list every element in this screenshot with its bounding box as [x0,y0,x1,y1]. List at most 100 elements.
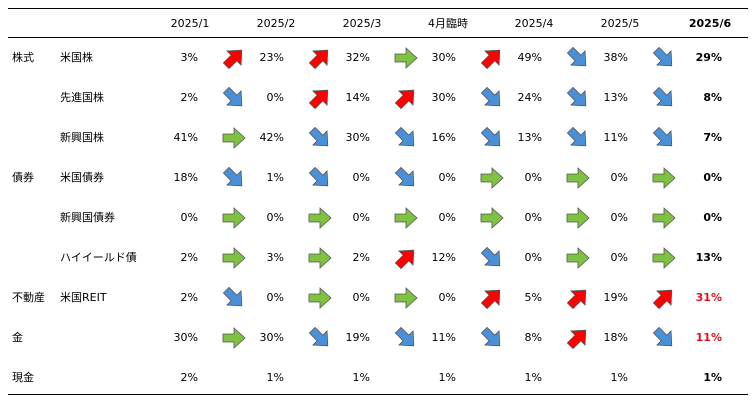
allocation-value: 0% [524,251,542,264]
trend-down-arrow-icon [478,125,506,151]
trend-up-arrow-icon [478,285,506,311]
allocation-value: 30% [173,331,198,344]
column-header-current: 2025/6 [688,17,732,30]
allocation-value: 0% [610,171,628,184]
trend-flat-arrow-icon [564,205,592,231]
asset-name: 先進国株 [60,91,104,104]
allocation-value: 0% [524,211,542,224]
allocation-value: 0% [180,211,198,224]
trend-down-arrow-icon [478,85,506,111]
trend-flat-arrow-icon [220,325,248,351]
allocation-value: 0% [438,291,456,304]
allocation-value-current: 1% [703,371,722,384]
trend-flat-arrow-icon [564,165,592,191]
allocation-value: 41% [173,131,198,144]
trend-up-arrow-icon [306,45,334,71]
trend-flat-arrow-icon [220,245,248,271]
allocation-value: 0% [438,171,456,184]
allocation-value: 0% [352,211,370,224]
allocation-value-current: 8% [703,91,722,104]
allocation-value: 0% [438,211,456,224]
trend-down-arrow-icon [650,45,678,71]
asset-name: 米国債券 [60,171,104,184]
allocation-value-current: 13% [695,251,722,264]
asset-name: 米国REIT [60,291,107,304]
trend-down-arrow-icon [392,165,420,191]
trend-up-arrow-icon [220,45,248,71]
trend-down-arrow-icon [564,85,592,111]
asset-name: 米国株 [60,51,93,64]
trend-down-arrow-icon [564,45,592,71]
asset-name: ハイイールド債 [60,251,137,264]
allocation-value: 30% [345,131,370,144]
allocation-value: 32% [345,51,370,64]
allocation-value: 2% [180,91,198,104]
allocation-value: 23% [259,51,284,64]
allocation-value: 18% [603,331,628,344]
allocation-value: 1% [524,371,542,384]
trend-down-arrow-icon [306,325,334,351]
trend-up-arrow-icon [564,285,592,311]
allocation-value: 19% [603,291,628,304]
allocation-value-current: 7% [703,131,722,144]
trend-down-arrow-icon [306,165,334,191]
trend-flat-arrow-icon [392,205,420,231]
asset-category: 債券 [12,171,34,184]
allocation-value: 0% [266,211,284,224]
allocation-value: 30% [431,91,456,104]
trend-up-arrow-icon [306,85,334,111]
trend-up-arrow-icon [392,245,420,271]
allocation-value: 3% [266,251,284,264]
allocation-value: 0% [266,91,284,104]
allocation-value: 3% [180,51,198,64]
trend-down-arrow-icon [478,245,506,271]
trend-flat-arrow-icon [392,45,420,71]
trend-down-arrow-icon [650,125,678,151]
allocation-value: 24% [517,91,542,104]
trend-up-arrow-icon [392,85,420,111]
allocation-value: 2% [352,251,370,264]
trend-flat-arrow-icon [392,285,420,311]
asset-category: 株式 [12,51,34,64]
allocation-value: 14% [345,91,370,104]
column-header: 2025/1 [170,17,210,30]
trend-down-arrow-icon [564,125,592,151]
trend-flat-arrow-icon [478,205,506,231]
allocation-value: 30% [431,51,456,64]
allocation-value: 8% [524,331,542,344]
trend-down-arrow-icon [220,165,248,191]
allocation-value: 1% [352,371,370,384]
trend-up-arrow-icon [650,285,678,311]
table-bottom-rule [8,394,748,395]
trend-down-arrow-icon [306,125,334,151]
trend-flat-arrow-icon [650,245,678,271]
column-header: 2025/4 [514,17,554,30]
allocation-value: 2% [180,251,198,264]
asset-name: 新興国株 [60,131,104,144]
trend-down-arrow-icon [478,325,506,351]
trend-flat-arrow-icon [220,125,248,151]
allocation-value: 1% [610,371,628,384]
column-header: 2025/2 [256,17,296,30]
trend-up-arrow-icon [564,325,592,351]
allocation-value: 11% [431,331,456,344]
allocation-value-current: 11% [695,331,722,344]
allocation-value: 11% [603,131,628,144]
trend-flat-arrow-icon [650,165,678,191]
allocation-value: 0% [524,171,542,184]
allocation-value: 0% [352,171,370,184]
trend-flat-arrow-icon [478,165,506,191]
trend-down-arrow-icon [392,125,420,151]
allocation-value: 5% [524,291,542,304]
column-header: 2025/3 [342,17,382,30]
allocation-value-current: 29% [695,51,722,64]
allocation-value: 1% [438,371,456,384]
table-top-rule [8,8,748,9]
allocation-value: 1% [266,371,284,384]
column-header: 2025/5 [600,17,640,30]
asset-category: 現金 [12,371,34,384]
allocation-value: 2% [180,371,198,384]
column-header: 4月臨時 [428,17,468,30]
trend-flat-arrow-icon [220,205,248,231]
allocation-value: 30% [259,331,284,344]
